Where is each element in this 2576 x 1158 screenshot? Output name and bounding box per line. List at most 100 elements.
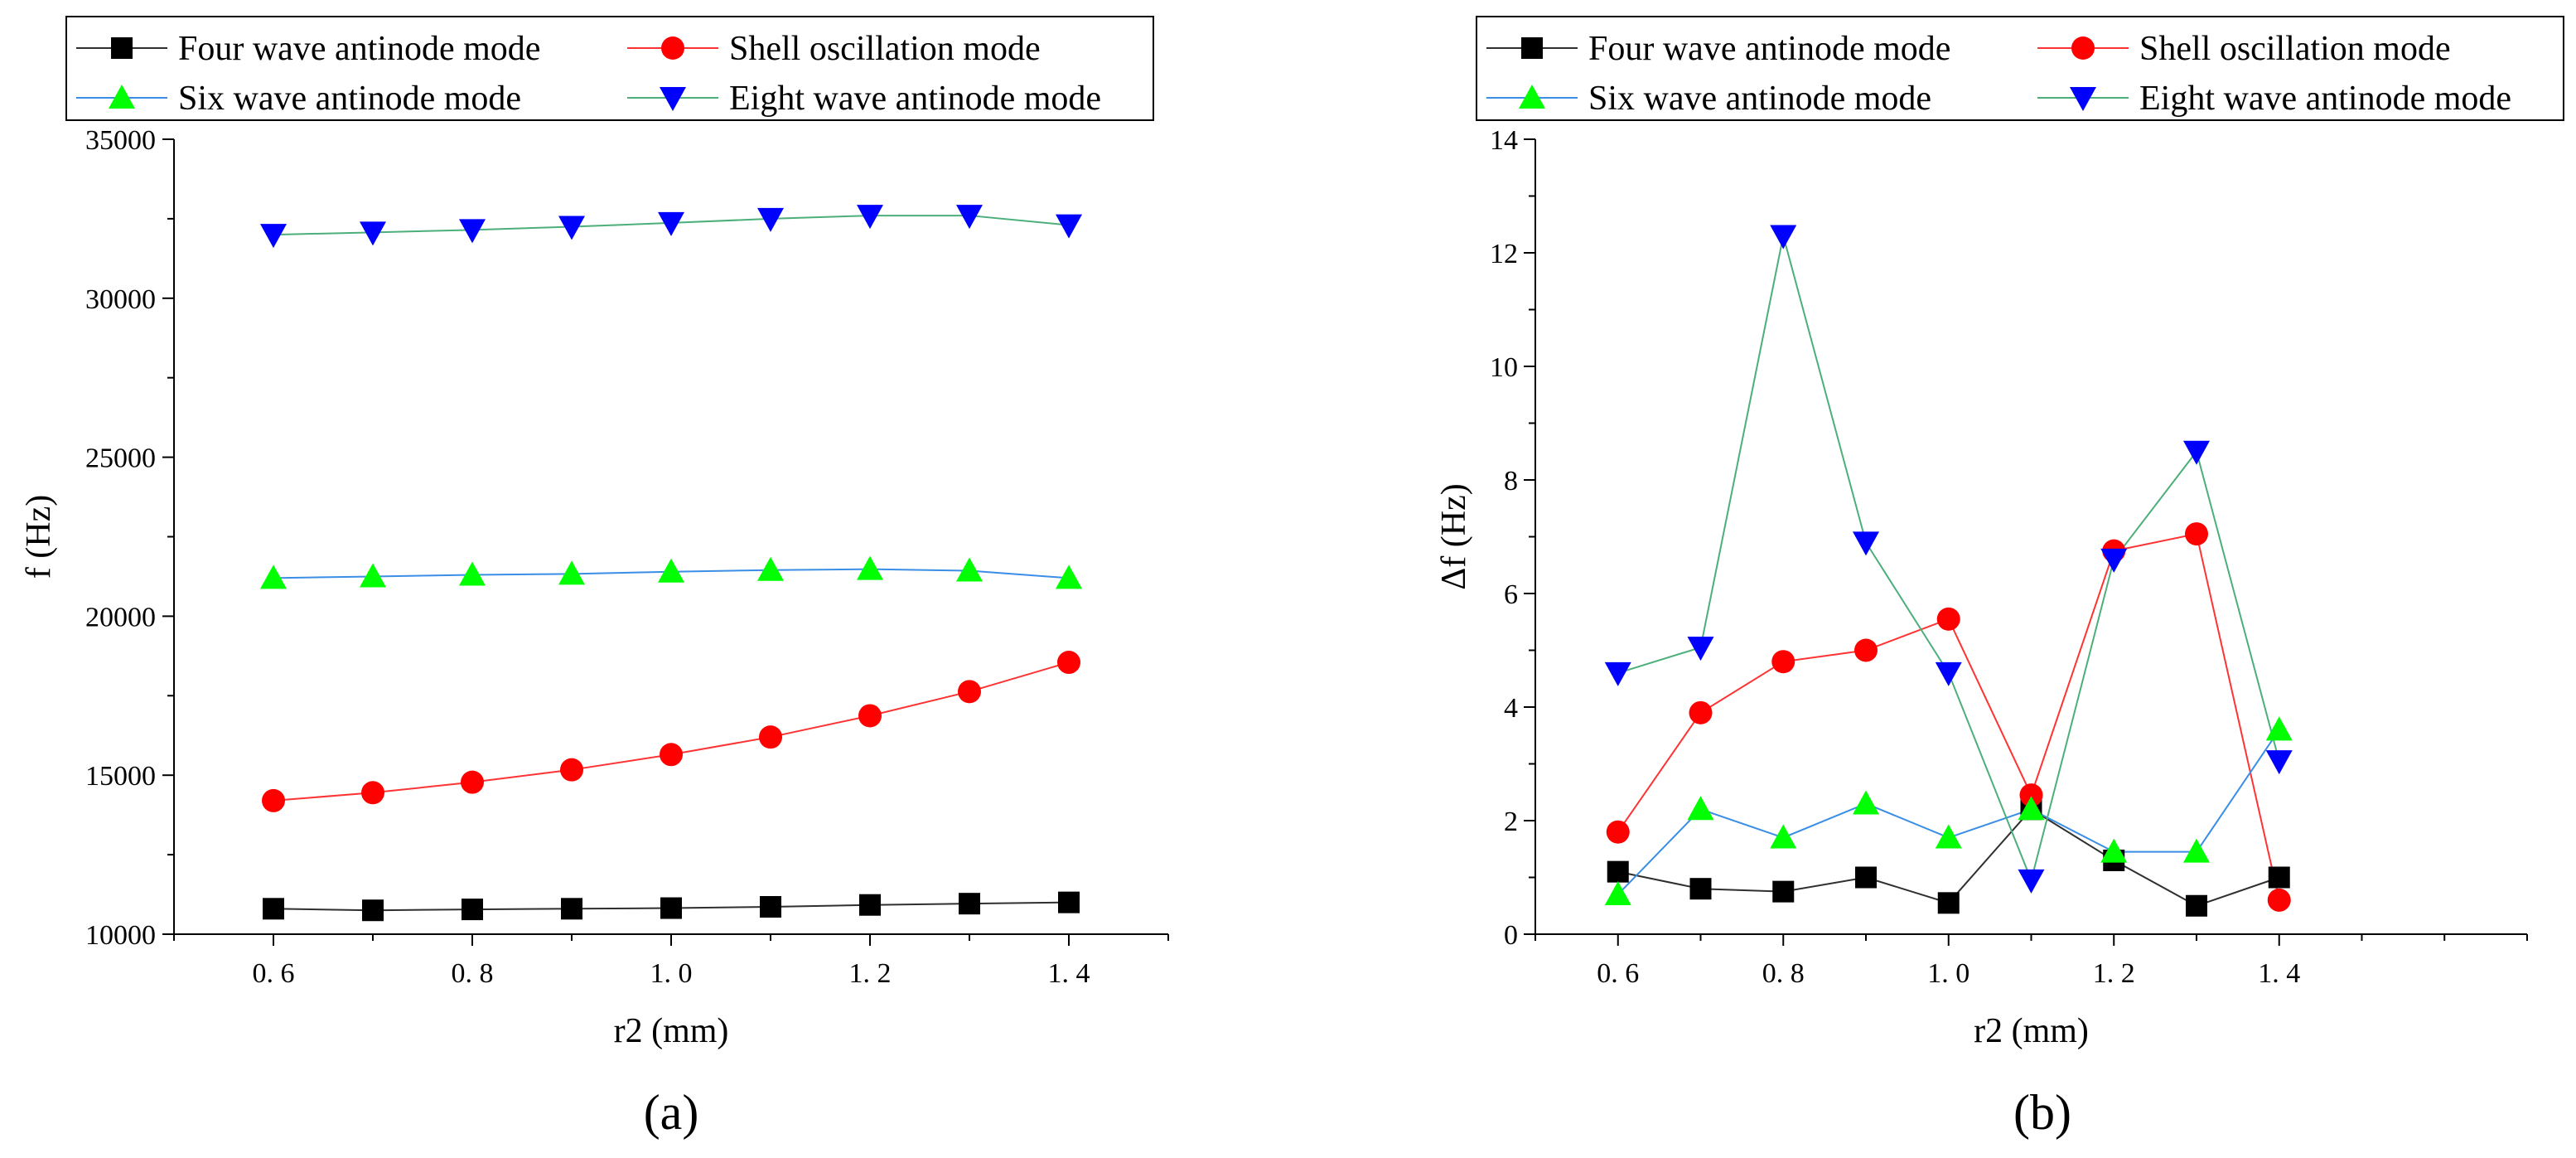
series-line-shell xyxy=(273,661,1070,802)
data-point-four xyxy=(1058,891,1080,913)
legend-marker-shell xyxy=(2071,36,2095,60)
data-point-six xyxy=(857,555,883,580)
caption-b: (b) xyxy=(2013,1085,2071,1140)
data-point-four xyxy=(660,897,682,919)
y-tick-label: 30000 xyxy=(85,284,156,315)
data-point-four xyxy=(1937,892,1960,914)
legend-marker-shell xyxy=(661,36,684,60)
data-point-six xyxy=(1056,564,1082,589)
legend-box xyxy=(1476,16,2564,121)
y-tick-label: 14 xyxy=(1490,125,1518,156)
data-point-eight xyxy=(2183,440,2210,465)
data-point-eight xyxy=(1853,531,1879,556)
data-point-shell xyxy=(660,743,683,767)
data-point-six xyxy=(2183,838,2210,863)
data-point-eight xyxy=(1604,661,1631,686)
x-axis-label: r2 (mm) xyxy=(1974,1012,2089,1050)
chart-a: 10000 15000 20000 25000 30000 35000 0. 6 0. 8 1.… xyxy=(20,16,1169,1140)
legend-marker-eight xyxy=(660,87,686,111)
data-point-shell xyxy=(759,725,782,749)
data-point-six xyxy=(2100,838,2128,863)
data-point-six xyxy=(558,560,585,585)
data-point-shell xyxy=(1057,651,1080,675)
data-point-six xyxy=(1935,824,1962,849)
data-point-shell xyxy=(1689,700,1713,724)
data-point-shell xyxy=(958,680,981,704)
data-point-shell xyxy=(1854,638,1878,662)
y-tick-label: 35000 xyxy=(85,125,156,156)
data-point-shell xyxy=(262,788,285,812)
series-line-six xyxy=(1617,729,2280,895)
data-point-four xyxy=(2268,866,2290,889)
data-point-eight xyxy=(956,205,983,230)
data-point-eight xyxy=(459,219,486,244)
legend-label-shell: Shell oscillation mode xyxy=(729,30,1041,68)
data-point-six xyxy=(1770,824,1797,849)
data-point-four xyxy=(462,899,483,921)
y-tick-label: 8 xyxy=(1504,466,1518,497)
caption-a: (a) xyxy=(644,1085,699,1140)
data-point-six xyxy=(2018,796,2045,821)
legend-label-four: Four wave antinode mode xyxy=(1588,30,1950,68)
data-point-four xyxy=(561,898,582,920)
y-tick-label: 10000 xyxy=(85,920,156,951)
y-tick-label: 20000 xyxy=(85,602,156,632)
legend-marker-four xyxy=(1521,37,1543,59)
series-line-four xyxy=(1617,808,2280,907)
data-point-shell xyxy=(461,770,484,794)
data-point-six xyxy=(757,556,784,581)
data-point-six xyxy=(658,558,684,583)
data-point-six xyxy=(459,561,486,586)
legend-label-eight: Eight wave antinode mode xyxy=(2139,80,2511,118)
data-point-six xyxy=(1604,881,1631,906)
data-point-four xyxy=(1772,880,1795,903)
data-point-four xyxy=(263,898,284,920)
y-tick-label: 12 xyxy=(1490,239,1518,269)
legend-label-eight: Eight wave antinode mode xyxy=(729,80,1101,118)
y-tick-label: 10 xyxy=(1490,352,1518,383)
x-tick-label: 0. 8 xyxy=(452,958,494,989)
legend-label-six: Six wave antinode mode xyxy=(178,80,521,118)
data-point-eight xyxy=(757,207,784,232)
y-tick-label: 0 xyxy=(1504,920,1518,951)
y-tick-label: 4 xyxy=(1504,693,1518,724)
x-tick-label: 1. 2 xyxy=(849,958,892,989)
data-point-eight xyxy=(1687,637,1714,661)
legend-box xyxy=(65,16,1154,121)
data-point-six xyxy=(360,563,386,588)
legend-label-six: Six wave antinode mode xyxy=(1588,80,1931,118)
chart-b: 0 2 4 6 8 10 12 14 0. 6 0. 8 1. 0 1. 2 1. 4 r2 (mm) Δf… xyxy=(1435,16,2564,1140)
data-point-shell xyxy=(361,781,384,805)
data-point-shell xyxy=(858,704,882,728)
x-tick-label: 0. 6 xyxy=(253,958,295,989)
legend-marker-four xyxy=(111,37,133,59)
data-point-shell xyxy=(560,758,583,782)
x-tick-label: 1. 4 xyxy=(2258,958,2300,989)
data-point-eight xyxy=(2100,548,2128,573)
x-tick-label: 0. 6 xyxy=(1597,958,1639,989)
data-point-six xyxy=(956,557,983,582)
data-point-eight xyxy=(360,221,386,246)
x-tick-label: 1. 4 xyxy=(1048,958,1090,989)
data-point-shell xyxy=(2019,783,2043,807)
data-point-eight xyxy=(2265,750,2293,775)
y-tick-label: 2 xyxy=(1504,807,1518,837)
x-tick-label: 1. 0 xyxy=(650,958,693,989)
legend-marker-six xyxy=(109,85,135,109)
data-point-four xyxy=(1855,866,1877,889)
y-axis-label: Δf (Hz) xyxy=(1435,483,1473,589)
data-point-shell xyxy=(2185,522,2208,546)
data-point-shell xyxy=(1606,820,1630,844)
data-point-shell xyxy=(1936,607,1960,631)
legend-marker-eight xyxy=(2070,87,2096,111)
data-point-four xyxy=(1689,878,1712,900)
data-point-eight xyxy=(658,211,684,236)
data-point-eight xyxy=(558,216,585,240)
legend-label-shell: Shell oscillation mode xyxy=(2139,30,2451,68)
data-point-eight xyxy=(2018,869,2045,894)
data-point-four xyxy=(1607,860,1629,883)
data-point-six xyxy=(1687,796,1714,821)
series-line-eight xyxy=(1617,235,2280,884)
x-tick-label: 0. 8 xyxy=(1762,958,1805,989)
